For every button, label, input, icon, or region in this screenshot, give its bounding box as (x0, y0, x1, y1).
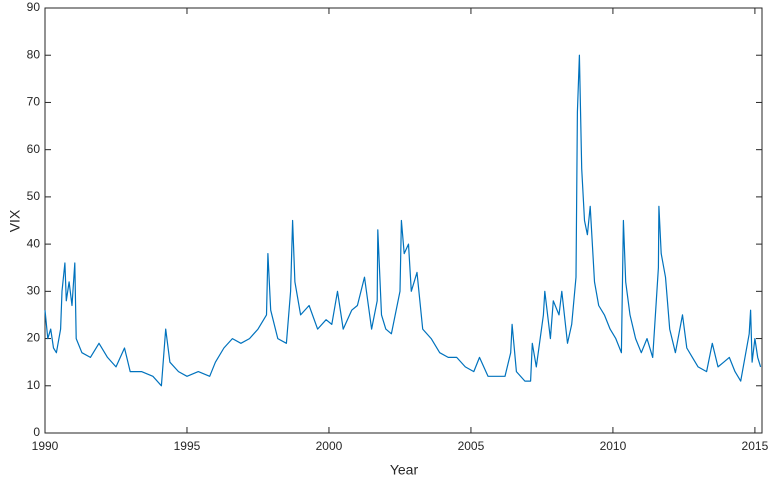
x-axis-label: Year (390, 462, 419, 478)
x-tick-label: 2000 (316, 439, 343, 453)
plot-area (44, 7, 763, 434)
x-tick-label: 2005 (458, 439, 485, 453)
x-tick-label: 1995 (174, 439, 201, 453)
x-tick-label: 2010 (600, 439, 627, 453)
y-axis-label: VIX (7, 209, 23, 232)
line-series (44, 54, 762, 387)
y-tick-label: 70 (27, 95, 41, 109)
y-tick-label: 40 (27, 236, 41, 250)
y-tick-label: 80 (27, 47, 41, 61)
y-tick-label: 60 (27, 142, 41, 156)
y-tick-label: 20 (27, 331, 41, 345)
y-tick-label: 0 (33, 425, 40, 439)
y-tick-label: 10 (27, 378, 41, 392)
y-tick-label: 50 (27, 189, 41, 203)
x-tick-label: 2015 (742, 439, 769, 453)
y-tick-label: 30 (27, 284, 41, 298)
y-tick-label: 90 (27, 0, 41, 14)
x-tick-label: 1990 (32, 439, 59, 453)
